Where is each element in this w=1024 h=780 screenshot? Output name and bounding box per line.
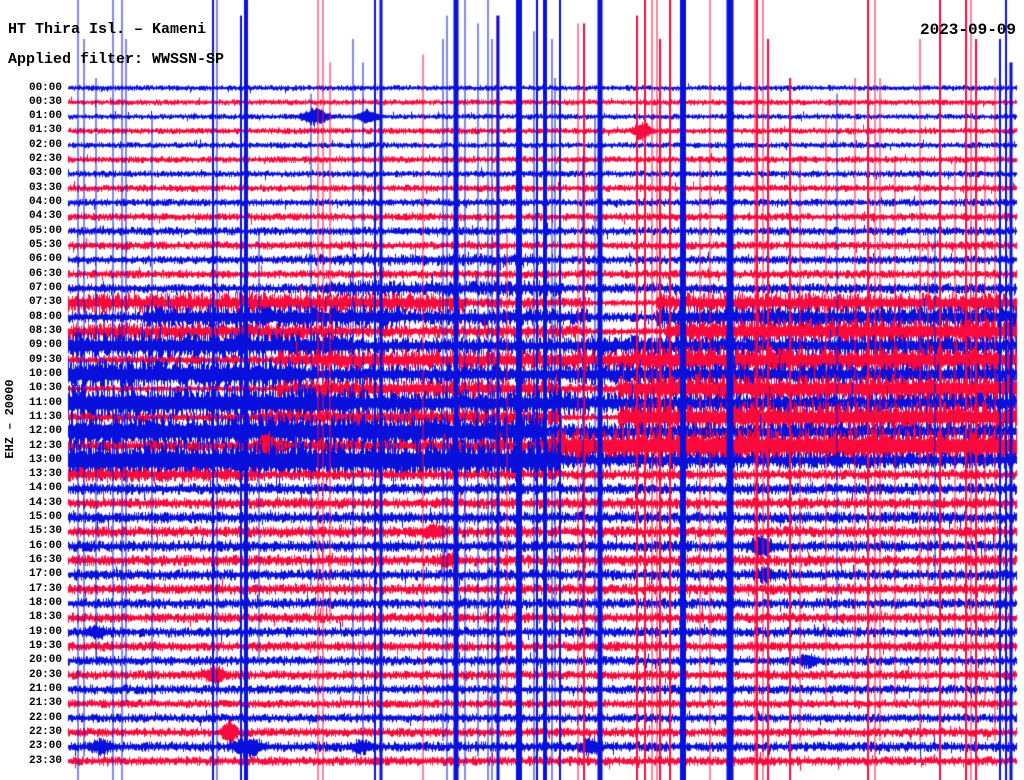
time-label: 07:00 bbox=[28, 281, 62, 294]
time-label: 09:00 bbox=[28, 339, 62, 352]
applied-filter-label: Applied filter: WWSSN-SP bbox=[8, 51, 225, 68]
time-label: 03:00 bbox=[28, 167, 62, 180]
time-label: 14:00 bbox=[28, 482, 62, 495]
time-label: 11:00 bbox=[28, 396, 62, 409]
time-label: 18:00 bbox=[28, 597, 62, 610]
time-label: 16:30 bbox=[28, 554, 62, 567]
time-label: 20:30 bbox=[28, 668, 62, 681]
time-label: 22:30 bbox=[28, 725, 62, 738]
time-label: 21:00 bbox=[28, 682, 62, 695]
time-label: 17:00 bbox=[28, 568, 62, 581]
time-label: 04:30 bbox=[28, 210, 62, 223]
time-label: 09:30 bbox=[28, 353, 62, 366]
time-label: 04:00 bbox=[28, 196, 62, 209]
time-label: 08:30 bbox=[28, 324, 62, 337]
time-label: 05:30 bbox=[28, 239, 62, 252]
time-label: 02:00 bbox=[28, 138, 62, 151]
time-label: 05:00 bbox=[28, 224, 62, 237]
time-label: 23:30 bbox=[28, 754, 62, 767]
time-label: 15:00 bbox=[28, 511, 62, 524]
time-label: 13:30 bbox=[28, 468, 62, 481]
time-label: 12:00 bbox=[28, 425, 62, 438]
time-label: 22:00 bbox=[28, 711, 62, 724]
time-label: 12:30 bbox=[28, 439, 62, 452]
time-label: 10:30 bbox=[28, 382, 62, 395]
time-label: 10:00 bbox=[28, 367, 62, 380]
time-label: 00:30 bbox=[28, 95, 62, 108]
date-label: 2023-09-09 bbox=[919, 21, 1016, 39]
station-title: HT Thira Isl. – Kameni bbox=[8, 21, 207, 38]
time-label: 01:00 bbox=[28, 110, 62, 123]
time-label: 07:30 bbox=[28, 296, 62, 309]
time-label: 18:30 bbox=[28, 611, 62, 624]
time-label: 13:00 bbox=[28, 453, 62, 466]
time-label: 01:30 bbox=[28, 124, 62, 137]
time-label: 19:30 bbox=[28, 639, 62, 652]
time-label: 20:00 bbox=[28, 654, 62, 667]
time-label: 00:00 bbox=[28, 81, 62, 94]
time-label: 02:30 bbox=[28, 153, 62, 166]
time-label: 06:00 bbox=[28, 253, 62, 266]
time-label: 17:30 bbox=[28, 582, 62, 595]
time-label: 19:00 bbox=[28, 625, 62, 638]
time-label: 21:30 bbox=[28, 697, 62, 710]
time-label: 14:30 bbox=[28, 496, 62, 509]
time-label: 11:30 bbox=[28, 410, 62, 423]
time-label: 16:00 bbox=[28, 539, 62, 552]
time-label: 15:30 bbox=[28, 525, 62, 538]
time-label: 23:00 bbox=[28, 740, 62, 753]
time-label: 08:00 bbox=[28, 310, 62, 323]
time-label: 03:30 bbox=[28, 181, 62, 194]
time-label: 06:30 bbox=[28, 267, 62, 280]
